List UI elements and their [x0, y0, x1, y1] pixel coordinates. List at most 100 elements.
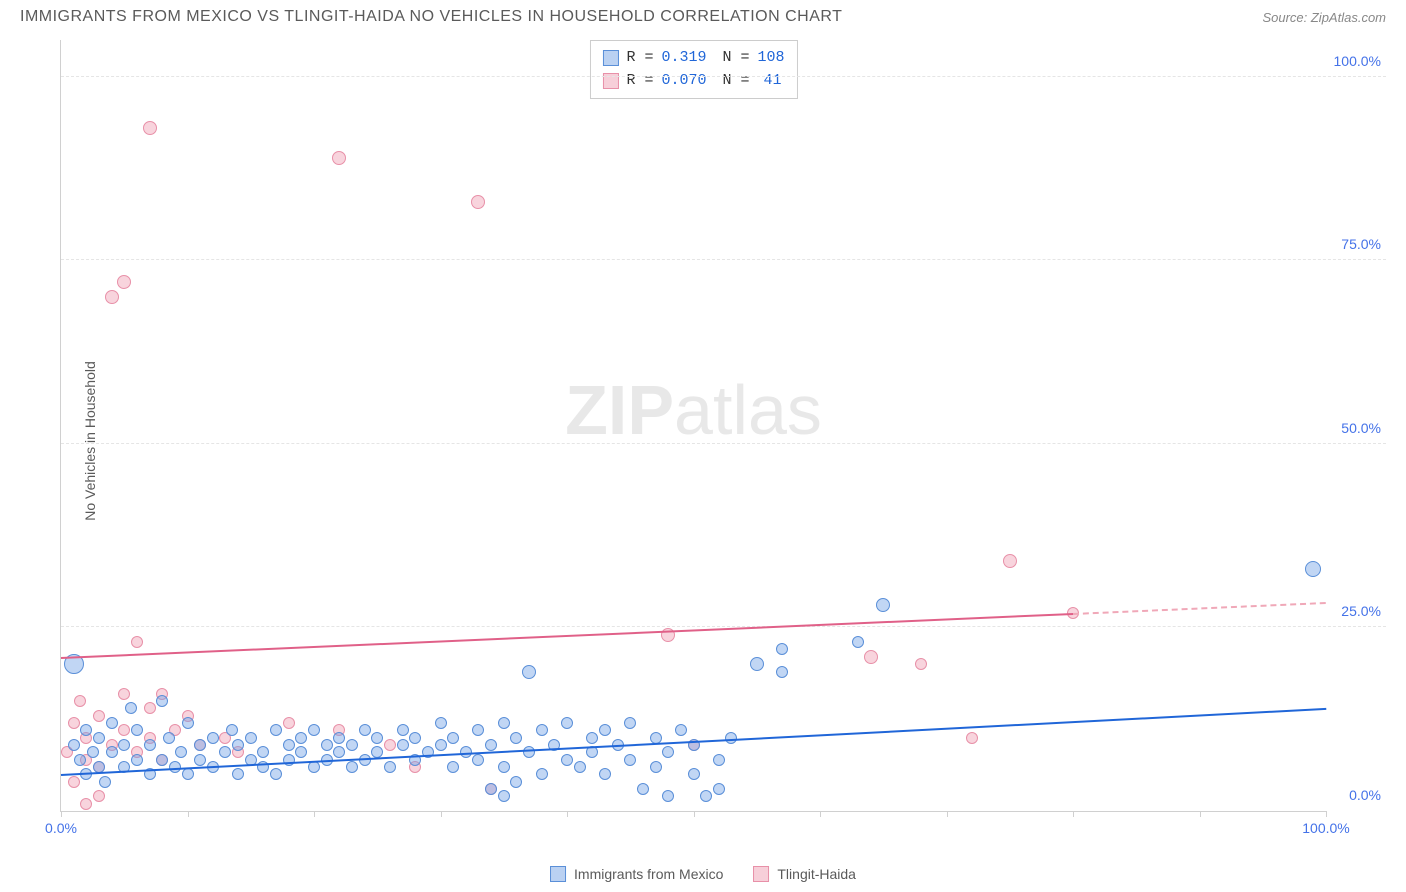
trendline-pink: [61, 613, 1073, 659]
plot-area: ZIPatlas R = 0.319 N = 108 R = 0.070 N =…: [60, 40, 1326, 812]
scatter-point-pink: [118, 724, 130, 736]
scatter-point-blue: [561, 754, 573, 766]
scatter-point-pink: [471, 195, 485, 209]
scatter-point-blue: [333, 732, 345, 744]
y-tick-label: 50.0%: [1341, 420, 1381, 436]
swatch-blue-icon: [550, 866, 566, 882]
scatter-point-pink: [74, 695, 86, 707]
scatter-point-pink: [966, 732, 978, 744]
scatter-point-blue: [510, 776, 522, 788]
y-tick-label: 0.0%: [1349, 787, 1381, 803]
x-tick-label: 0.0%: [45, 820, 77, 836]
r-label: R =: [626, 70, 653, 93]
scatter-point-blue: [650, 761, 662, 773]
scatter-point-blue: [435, 739, 447, 751]
y-tick-label: 25.0%: [1341, 603, 1381, 619]
scatter-point-pink: [117, 275, 131, 289]
scatter-point-pink: [93, 790, 105, 802]
scatter-point-blue: [536, 724, 548, 736]
gridline: [61, 443, 1386, 444]
scatter-point-pink: [1003, 554, 1017, 568]
scatter-point-pink: [384, 739, 396, 751]
watermark: ZIPatlas: [565, 370, 822, 450]
scatter-point-blue: [226, 724, 238, 736]
stats-box: R = 0.319 N = 108 R = 0.070 N = 41: [589, 40, 797, 99]
scatter-point-blue: [876, 598, 890, 612]
scatter-point-pink: [915, 658, 927, 670]
x-tick-label: 100.0%: [1302, 820, 1349, 836]
scatter-point-blue: [485, 783, 497, 795]
scatter-point-blue: [485, 739, 497, 751]
scatter-point-blue: [270, 724, 282, 736]
scatter-point-blue: [624, 754, 636, 766]
scatter-point-blue: [675, 724, 687, 736]
scatter-point-blue: [68, 739, 80, 751]
scatter-point-pink: [80, 798, 92, 810]
scatter-point-blue: [295, 732, 307, 744]
x-tick: [188, 811, 189, 817]
stats-row-1: R = 0.319 N = 108: [602, 47, 784, 70]
scatter-point-blue: [447, 732, 459, 744]
x-tick: [314, 811, 315, 817]
r-value: 0.070: [661, 70, 706, 93]
scatter-point-blue: [87, 746, 99, 758]
scatter-point-blue: [523, 746, 535, 758]
x-tick: [1073, 811, 1074, 817]
source-attribution: Source: ZipAtlas.com: [1262, 10, 1386, 25]
n-label: N =: [723, 47, 750, 70]
y-tick-label: 100.0%: [1334, 53, 1381, 69]
scatter-point-blue: [232, 739, 244, 751]
scatter-point-pink: [68, 776, 80, 788]
scatter-point-blue: [333, 746, 345, 758]
scatter-point-blue: [182, 768, 194, 780]
scatter-point-blue: [713, 754, 725, 766]
x-tick: [567, 811, 568, 817]
x-tick: [694, 811, 695, 817]
legend-label: Tlingit-Haida: [777, 866, 856, 882]
swatch-blue-icon: [602, 50, 618, 66]
scatter-point-blue: [574, 761, 586, 773]
scatter-point-blue: [498, 790, 510, 802]
scatter-point-blue: [624, 717, 636, 729]
chart-container: No Vehicles in Household ZIPatlas R = 0.…: [50, 40, 1386, 842]
scatter-point-blue: [106, 717, 118, 729]
scatter-point-blue: [321, 739, 333, 751]
legend-label: Immigrants from Mexico: [574, 866, 723, 882]
scatter-point-blue: [852, 636, 864, 648]
scatter-point-pink: [283, 717, 295, 729]
scatter-point-blue: [346, 761, 358, 773]
scatter-point-blue: [232, 768, 244, 780]
x-tick: [820, 811, 821, 817]
scatter-point-blue: [384, 761, 396, 773]
scatter-point-pink: [68, 717, 80, 729]
scatter-point-blue: [359, 724, 371, 736]
legend-item-2: Tlingit-Haida: [753, 866, 856, 882]
scatter-point-blue: [725, 732, 737, 744]
scatter-point-blue: [295, 746, 307, 758]
r-value: 0.319: [661, 47, 706, 70]
scatter-point-blue: [308, 724, 320, 736]
scatter-point-blue: [409, 732, 421, 744]
scatter-point-pink: [144, 702, 156, 714]
x-tick: [947, 811, 948, 817]
scatter-point-blue: [182, 717, 194, 729]
scatter-point-pink: [93, 710, 105, 722]
scatter-point-blue: [637, 783, 649, 795]
scatter-point-blue: [93, 732, 105, 744]
chart-title: IMMIGRANTS FROM MEXICO VS TLINGIT-HAIDA …: [20, 8, 842, 26]
scatter-point-pink: [143, 121, 157, 135]
r-label: R =: [626, 47, 653, 70]
n-label: N =: [723, 70, 750, 93]
scatter-point-blue: [776, 666, 788, 678]
scatter-point-blue: [662, 790, 674, 802]
scatter-point-blue: [207, 732, 219, 744]
scatter-point-blue: [346, 739, 358, 751]
swatch-pink-icon: [753, 866, 769, 882]
scatter-point-blue: [194, 739, 206, 751]
scatter-point-pink: [131, 636, 143, 648]
legend: Immigrants from Mexico Tlingit-Haida: [550, 866, 856, 882]
scatter-point-blue: [599, 768, 611, 780]
scatter-point-blue: [1305, 561, 1321, 577]
gridline: [61, 259, 1386, 260]
gridline: [61, 76, 1386, 77]
